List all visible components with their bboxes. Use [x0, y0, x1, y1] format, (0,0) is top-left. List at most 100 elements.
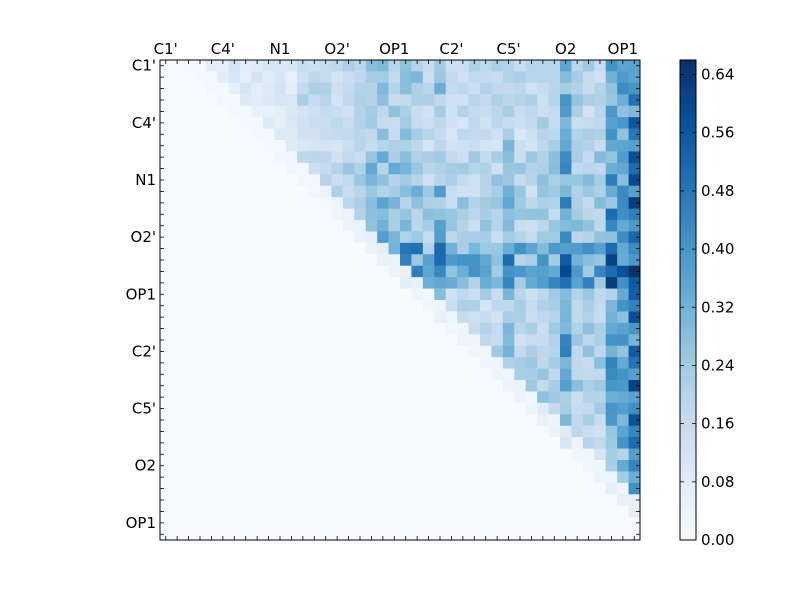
heatmap-cell	[217, 414, 229, 427]
heatmap-cell	[617, 460, 629, 472]
colorbar-segment	[680, 488, 696, 493]
heatmap-cell	[388, 128, 401, 141]
heatmap-cell	[548, 82, 561, 95]
heatmap-cell	[377, 277, 389, 289]
heatmap-cell	[582, 391, 595, 404]
heatmap-cell	[548, 437, 561, 449]
colorbar-tick-label: 0.16	[701, 415, 734, 433]
heatmap-cell	[457, 71, 469, 84]
heatmap-cell	[365, 334, 378, 347]
heatmap-cell	[480, 402, 492, 415]
heatmap-cell	[548, 402, 561, 415]
heatmap-cell	[388, 197, 401, 209]
heatmap-cell	[365, 311, 378, 324]
heatmap-cell	[297, 254, 309, 267]
heatmap-cell	[297, 517, 309, 529]
heatmap-cell	[308, 322, 321, 335]
heatmap-cell	[285, 174, 298, 187]
heatmap-cell	[182, 391, 195, 404]
heatmap-cell	[560, 528, 572, 541]
heatmap-cell	[240, 60, 252, 72]
heatmap-cell	[365, 220, 378, 232]
heatmap-cell	[354, 517, 367, 529]
heatmap-cell	[491, 322, 504, 335]
heatmap-cell	[525, 517, 538, 529]
heatmap-cell	[205, 448, 218, 461]
heatmap-cell	[560, 505, 572, 518]
heatmap-cell	[342, 60, 355, 72]
heatmap-cell	[262, 140, 275, 152]
heatmap-cell	[251, 414, 264, 427]
heatmap-cell	[480, 94, 492, 107]
heatmap-cell	[297, 197, 309, 209]
x-tick-label: OP1	[379, 40, 409, 58]
heatmap-cell	[342, 437, 355, 449]
heatmap-cell	[240, 471, 252, 484]
colorbar-segment	[680, 168, 696, 173]
heatmap-cell	[548, 448, 561, 461]
colorbar-segment	[680, 132, 696, 137]
heatmap-cell	[331, 117, 344, 129]
colorbar-segment	[680, 396, 696, 401]
heatmap-cell	[525, 380, 538, 392]
heatmap-cell	[514, 517, 527, 529]
heatmap-cell	[434, 402, 447, 415]
heatmap-cell	[194, 482, 207, 495]
heatmap-cell	[434, 288, 447, 301]
heatmap-cell	[182, 60, 195, 72]
heatmap-cell	[502, 140, 515, 152]
heatmap-cell	[571, 425, 584, 438]
heatmap-cell	[160, 528, 172, 541]
heatmap-cell	[502, 220, 515, 232]
heatmap-cell	[377, 71, 389, 84]
heatmap-cell	[525, 471, 538, 484]
heatmap-cell	[537, 254, 549, 267]
heatmap-cell	[274, 128, 287, 141]
colorbar-segment	[680, 256, 696, 261]
heatmap-cell	[331, 231, 344, 244]
heatmap-cell	[194, 471, 207, 484]
heatmap-cell	[525, 174, 538, 187]
heatmap-cell	[274, 185, 287, 198]
colorbar-segment	[680, 172, 696, 177]
heatmap-cell	[582, 414, 595, 427]
heatmap-cell	[582, 517, 595, 529]
heatmap-cell	[297, 162, 309, 175]
colorbar-segment	[680, 128, 696, 133]
heatmap-cell	[342, 311, 355, 324]
heatmap-cell	[617, 368, 629, 381]
heatmap-cell	[365, 185, 378, 198]
heatmap-cell	[217, 505, 229, 518]
heatmap-cell	[217, 437, 229, 449]
heatmap-cell	[205, 162, 218, 175]
colorbar-segment	[680, 296, 696, 301]
heatmap-cell	[502, 368, 515, 381]
heatmap-cell	[628, 71, 641, 84]
heatmap-cell	[400, 437, 412, 449]
heatmap-cell	[228, 368, 241, 381]
heatmap-cell	[251, 288, 264, 301]
heatmap-cell	[502, 82, 515, 95]
heatmap-cell	[194, 334, 207, 347]
heatmap-cell	[434, 117, 447, 129]
heatmap-cell	[582, 197, 595, 209]
heatmap-cell	[182, 402, 195, 415]
heatmap-cell	[182, 460, 195, 472]
heatmap-cell	[525, 197, 538, 209]
heatmap-cell	[377, 242, 389, 255]
heatmap-cell	[331, 448, 344, 461]
heatmap-cell	[605, 277, 618, 289]
heatmap-cell	[514, 448, 527, 461]
heatmap-cell	[491, 117, 504, 129]
heatmap-cell	[468, 517, 481, 529]
heatmap-cell	[434, 242, 447, 255]
colorbar-segment	[680, 328, 696, 333]
heatmap-cell	[594, 117, 607, 129]
colorbar-tick-label: 0.24	[701, 356, 734, 374]
heatmap-cell	[308, 265, 321, 278]
heatmap-cell	[171, 482, 184, 495]
heatmap-cell	[377, 151, 389, 164]
heatmap-cell	[171, 391, 184, 404]
heatmap-cell	[628, 505, 641, 518]
heatmap-cell	[605, 494, 618, 507]
